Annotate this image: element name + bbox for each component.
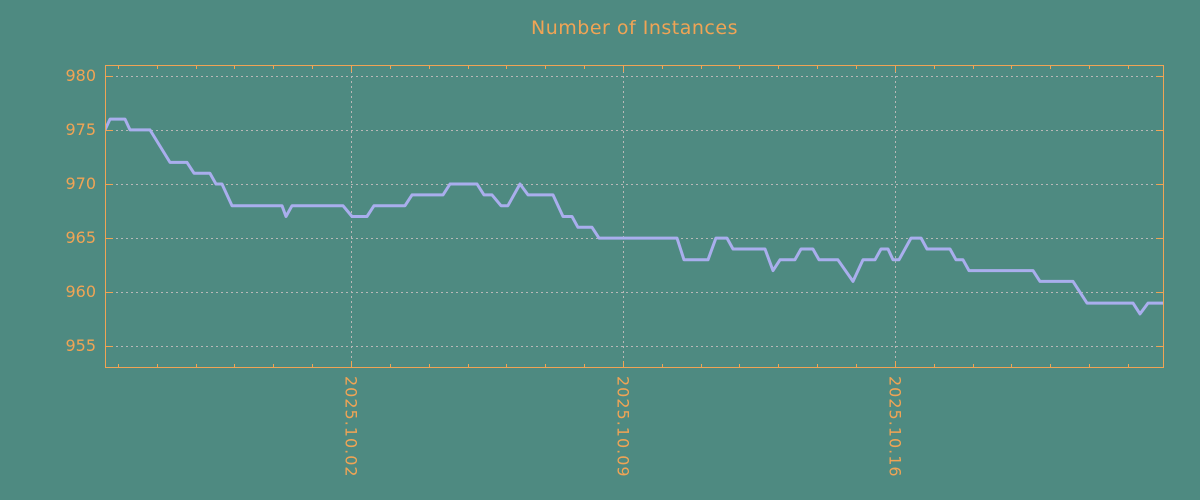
x-axis-tick-label: 2025.10.09 [613,376,633,478]
x-axis-tick-label: 2025.10.16 [885,376,905,478]
y-axis-tick-label: 975 [65,119,96,139]
y-axis-tick-label: 965 [65,228,96,248]
plot-canvas [105,65,1164,368]
chart-title: Number of Instances [531,17,738,39]
series-line [105,117,1164,316]
plot-border [105,65,1164,368]
x-axis-tick-label: 2025.10.02 [341,376,361,478]
axis-ticks [105,65,1164,368]
plot-area [105,65,1164,368]
y-axis-tick-label: 960 [65,282,96,302]
y-axis-tick-label: 955 [65,336,96,356]
gridlines [106,66,1163,367]
y-axis-tick-label: 970 [65,174,96,194]
y-axis-tick-label: 980 [65,65,96,85]
